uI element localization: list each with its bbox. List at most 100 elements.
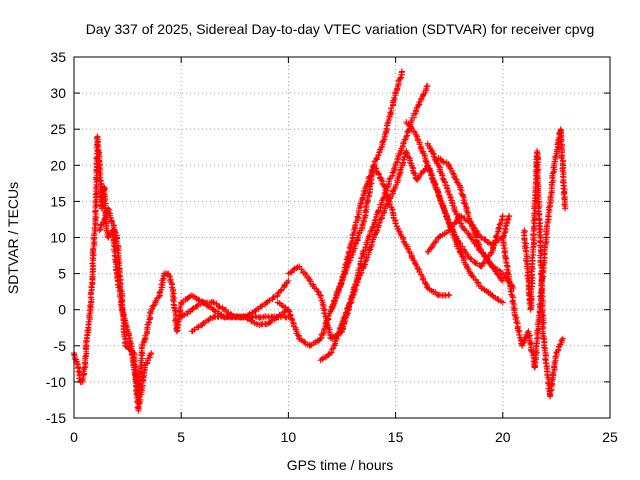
data-point-fill: [413, 132, 420, 139]
x-tick-label: 15: [388, 429, 404, 445]
data-point: [306, 277, 313, 284]
series-trace-a: [71, 133, 185, 400]
data-point-fill: [496, 221, 503, 228]
data-point-fill: [111, 228, 118, 235]
data-point-fill: [397, 148, 404, 155]
data-point-fill: [391, 165, 398, 172]
axis-ticks: 0 5 10 15 20 25 -15 -10 -5 0 5 10 15 20 25 30 35: [46, 49, 618, 445]
data-point-fill: [542, 359, 549, 366]
data-point-fill: [417, 96, 424, 103]
data-point-fill: [139, 350, 146, 357]
data-point-fill: [75, 368, 82, 375]
data-point-fill: [558, 336, 565, 343]
data-point-fill: [527, 340, 534, 347]
data-point-fill: [545, 204, 552, 211]
data-point-fill: [396, 150, 403, 157]
data-point-fill: [152, 298, 159, 305]
data-point-fill: [374, 226, 381, 233]
data-point-fill: [536, 203, 543, 210]
data-point-fill: [516, 334, 523, 341]
y-tick-label: -5: [54, 338, 67, 354]
data-point-fill: [380, 137, 387, 144]
data-point-fill: [344, 304, 351, 311]
data-point-fill: [410, 127, 417, 134]
data-point-fill: [550, 177, 557, 184]
data-point-fill: [415, 174, 422, 181]
series-trace-i: [328, 162, 453, 313]
x-tick-label: 20: [495, 429, 511, 445]
data-point-fill: [373, 155, 380, 162]
data-point-fill: [440, 158, 447, 165]
data-point-fill: [478, 235, 485, 242]
data-point-fill: [252, 313, 259, 320]
y-tick-label: -15: [46, 410, 66, 426]
data-point-fill: [101, 215, 108, 222]
data-point-fill: [536, 222, 543, 229]
data-point-fill: [95, 157, 102, 164]
data-point-fill: [515, 329, 522, 336]
data-point: [456, 220, 463, 227]
data-point-fill: [496, 267, 503, 274]
data-point-fill: [92, 191, 99, 198]
data-point-fill: [395, 174, 402, 181]
y-tick-label: 20: [50, 157, 66, 173]
data-point-fill: [343, 256, 350, 263]
data-point-fill: [97, 177, 104, 184]
data-point: [371, 220, 378, 227]
x-axis-label: GPS time / hours: [287, 457, 394, 473]
data-point-fill: [388, 173, 395, 180]
data-point-fill: [538, 270, 545, 277]
data-point-fill: [159, 276, 166, 283]
data-point-fill: [372, 165, 379, 172]
data-point-fill: [552, 153, 559, 160]
data-point: [467, 220, 474, 227]
data-point-fill: [409, 167, 416, 174]
data-point-fill: [473, 237, 480, 244]
series-trace-b: [96, 205, 155, 414]
y-tick-label: 0: [58, 302, 66, 318]
data-point: [173, 328, 180, 335]
data-point-fill: [529, 266, 536, 273]
data-point-fill: [396, 170, 403, 177]
data-point-fill: [346, 300, 353, 307]
data-point: [349, 248, 356, 255]
series-trace-n: [499, 126, 569, 371]
data-point-fill: [349, 289, 356, 296]
data-point-fill: [360, 262, 367, 269]
data-point-fill: [344, 260, 351, 267]
data-point-fill: [139, 373, 146, 380]
data-point-fill: [80, 365, 87, 372]
data-point-fill: [527, 286, 534, 293]
data-point-fill: [454, 216, 461, 223]
data-point-fill: [170, 290, 177, 297]
data-point-fill: [493, 266, 500, 273]
data-point-fill: [343, 264, 350, 271]
data-point-fill: [450, 228, 457, 235]
data-point-fill: [383, 125, 390, 132]
data-point-fill: [417, 145, 424, 152]
data-point-fill: [268, 317, 275, 324]
data-point-fill: [422, 87, 429, 94]
data-point-fill: [74, 360, 81, 367]
data-point-fill: [452, 175, 459, 182]
x-tick-label: 0: [70, 429, 78, 445]
data-point-fill: [119, 298, 126, 305]
data-point-fill: [321, 326, 328, 333]
data-point-fill: [450, 171, 457, 178]
data-point-fill: [439, 201, 446, 208]
series-trace-o: [520, 147, 566, 400]
data-point-fill: [387, 109, 394, 116]
data-point-fill: [408, 254, 415, 261]
data-point-fill: [369, 224, 376, 231]
data-point-fill: [359, 195, 366, 202]
data-point-fill: [467, 255, 474, 262]
data-point-fill: [384, 193, 391, 200]
data-point-fill: [430, 150, 437, 157]
y-tick-label: 10: [50, 230, 66, 246]
data-point-fill: [522, 257, 529, 264]
data-point-fill: [375, 171, 382, 178]
data-point-fill: [423, 83, 430, 90]
data-point: [499, 277, 506, 284]
data-point-fill: [156, 289, 163, 296]
